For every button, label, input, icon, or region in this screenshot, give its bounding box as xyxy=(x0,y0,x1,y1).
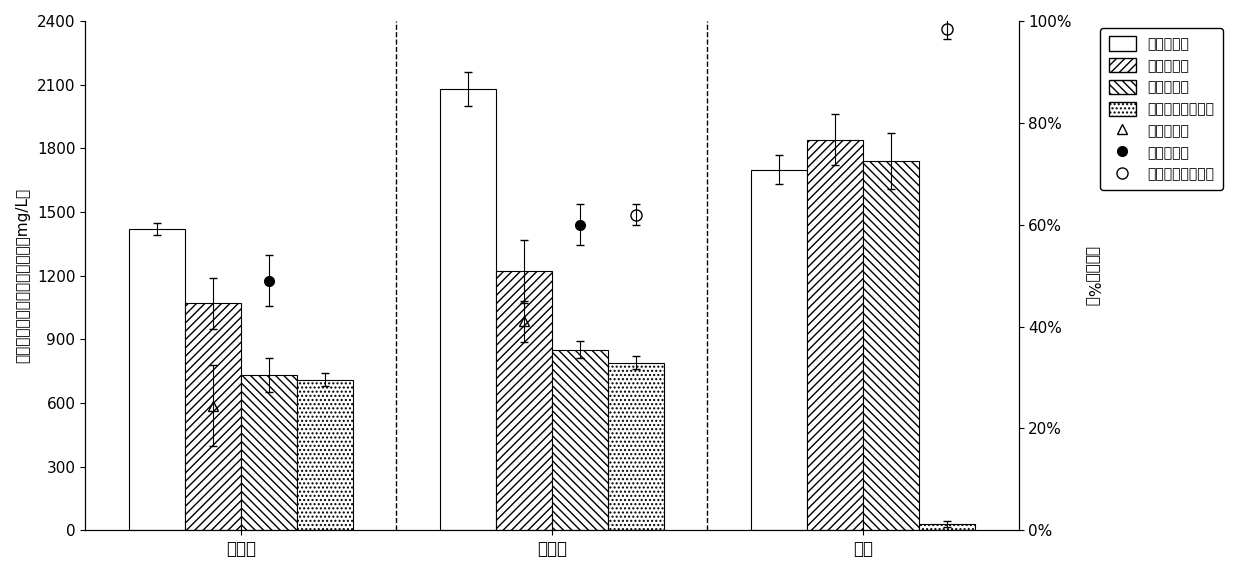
Bar xyxy=(440,89,496,530)
Bar xyxy=(919,524,975,530)
Bar xyxy=(751,170,807,530)
Bar xyxy=(296,380,352,530)
Y-axis label: 溶解性有机物浓度和氨氮浓度（mg/L）: 溶解性有机物浓度和氨氮浓度（mg/L） xyxy=(15,188,30,363)
Bar xyxy=(129,229,185,530)
Bar xyxy=(608,363,663,530)
Bar xyxy=(496,272,552,530)
Y-axis label: 去除率（%）: 去除率（%） xyxy=(1085,245,1100,306)
Bar xyxy=(807,140,863,530)
Legend: 发酵后浓度, 混凝后浓度, 酸析后浓度, 鸟粪石沉淀后浓度, 混凝去除率, 酸析去除率, 鸟粪石沉淀去除率: 发酵后浓度, 混凝后浓度, 酸析后浓度, 鸟粪石沉淀后浓度, 混凝去除率, 酸析… xyxy=(1100,28,1223,190)
Bar xyxy=(863,161,919,530)
Bar xyxy=(185,303,241,530)
Bar xyxy=(241,375,296,530)
Bar xyxy=(552,350,608,530)
